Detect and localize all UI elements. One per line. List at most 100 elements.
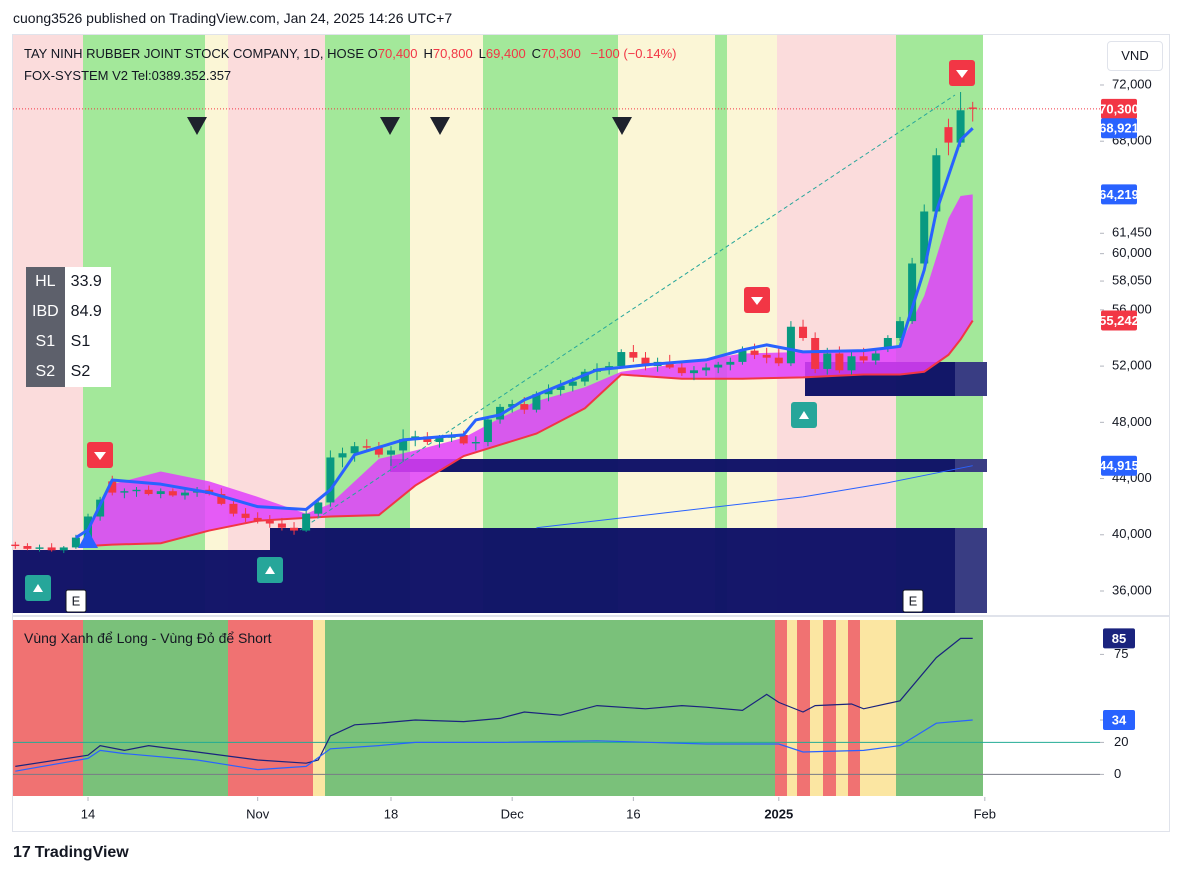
signal-down [380,117,400,135]
x-tick-label: Dec [501,806,525,821]
candle-body [326,457,335,503]
candle-body [338,453,347,458]
candle-body [823,353,832,369]
table-value: 84.9 [64,297,111,327]
signal-down [612,117,632,135]
candle-body [702,367,711,371]
x-tick-label: 2025 [764,806,793,821]
ohlc-key: L [478,46,486,61]
osc-zone [775,620,787,796]
candle-body [386,450,395,455]
candle-body [132,489,141,492]
candle-body [290,527,299,531]
y-tick-label: 61,450 [1112,225,1152,240]
price-label: 55,242 [1099,313,1139,328]
ohlc-key: H [423,46,433,61]
osc-zone [83,620,228,796]
price-label-box [1101,455,1137,476]
candle-body [617,352,626,367]
trendline [299,94,956,531]
info-table: HL 33.9 IBD 84.9 S1 S1 S2 S2 [26,267,111,387]
candle-body [71,537,80,548]
osc-zone [836,620,848,796]
osc-zone [325,620,775,796]
price-label-box [1101,118,1137,139]
candle-body [774,357,783,364]
indicator-line [536,465,973,529]
ohlc-key: O [367,46,378,61]
x-tick-label: Nov [246,806,270,821]
candle-body [277,523,286,528]
band-edge [87,319,974,548]
ohlc-value: 69,400 [485,46,526,61]
table-row: IBD 84.9 [26,297,111,327]
osc-line [15,719,973,772]
candle-body [544,390,553,395]
zone-block [13,550,270,613]
ohlc-key: C [531,46,542,61]
y-tick-label: 48,000 [1112,414,1152,429]
zone [410,35,483,613]
candle-body [665,361,674,368]
candle-body [265,520,274,524]
osc-zone [823,620,836,796]
zone [777,35,896,613]
osc-value-label: 85 [1112,631,1126,646]
indicator-line [75,127,974,539]
candle-body [399,439,408,451]
candle-body [871,353,880,361]
y-tick-label: 60,000 [1112,245,1152,260]
table-key: IBD [26,297,65,327]
candle-body [108,481,117,493]
osc-zone [848,620,860,796]
symbol-legend: TAY NINH RUBBER JOINT STOCK COMPANY, 1D,… [24,46,676,61]
osc-zone [13,620,83,796]
price-label-box [1101,310,1137,331]
candle-body [241,513,250,518]
price-label: 68,921 [1099,121,1139,136]
table-value: S1 [64,327,111,357]
zone [205,35,228,613]
table-row: S1 S1 [26,327,111,357]
candle-body [750,350,759,355]
candle-body [314,502,323,514]
candle-body [677,367,686,374]
price-label: 70,300 [1099,101,1139,116]
candle-body [641,357,650,367]
candle-body [508,404,517,407]
logo[interactable]: 17 TradingView [13,844,129,862]
ohlc-value: 70,400 [377,46,418,61]
table-value: S2 [64,357,111,387]
event-label: E [909,593,918,608]
publish-info: cuong3526 published on TradingView.com, … [13,10,453,26]
candle-body [956,110,965,143]
candle-body [726,361,735,365]
candle-body [932,155,941,212]
candle-body [859,356,868,361]
table-row: HL 33.9 [26,267,111,297]
candle-body [120,491,129,493]
price-label: 64,219 [1099,187,1139,202]
candle-body [59,547,68,551]
candle-body [520,404,529,410]
indicator-legend: FOX-SYSTEM V2 Tel:0389.352.357 [24,68,232,83]
zone [228,35,325,613]
x-tick-label: 16 [626,806,640,821]
candle-body [435,437,444,443]
osc-value-label: 34 [1112,712,1127,727]
osc-line [15,637,973,767]
signal-icon [751,297,763,305]
candle-body [483,419,492,443]
candle-body [168,491,177,496]
osc-value-box [1103,710,1135,730]
osc-zone [313,620,325,796]
event-box [65,589,87,613]
zone-fade [955,528,987,613]
currency-button[interactable]: VND [1107,41,1163,71]
signal-icon [33,584,43,592]
signal-icon [799,411,809,419]
candle-body [835,353,844,371]
candle-body [968,107,977,109]
